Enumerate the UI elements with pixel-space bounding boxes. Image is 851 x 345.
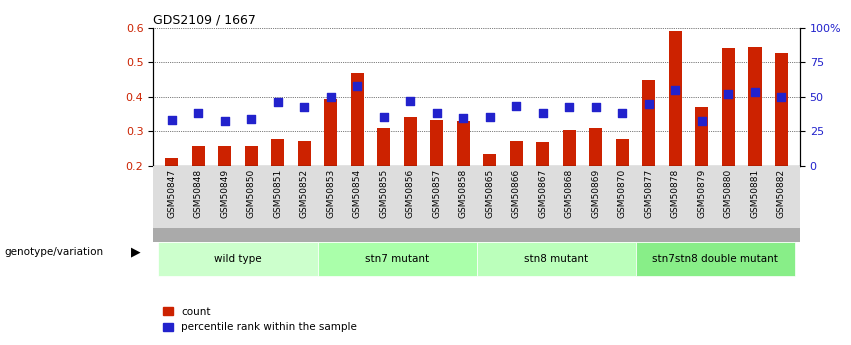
Point: [563, 104, 576, 110]
Text: wild type: wild type: [214, 254, 262, 264]
Bar: [403, 117, 417, 166]
Point: [669, 88, 683, 93]
Text: stn7stn8 double mutant: stn7stn8 double mutant: [652, 254, 778, 264]
FancyBboxPatch shape: [158, 242, 317, 276]
Point: [271, 99, 284, 105]
Text: GSM50848: GSM50848: [194, 169, 203, 218]
Text: GSM50854: GSM50854: [353, 169, 362, 218]
Text: GSM50877: GSM50877: [644, 169, 654, 218]
Bar: [722, 48, 735, 166]
FancyBboxPatch shape: [153, 228, 800, 242]
Bar: [483, 154, 496, 166]
Text: GSM50881: GSM50881: [751, 169, 759, 218]
Point: [377, 115, 391, 120]
Point: [165, 117, 179, 122]
Text: GSM50856: GSM50856: [406, 169, 414, 218]
Text: stn8 mutant: stn8 mutant: [524, 254, 588, 264]
Bar: [430, 120, 443, 166]
FancyBboxPatch shape: [317, 242, 477, 276]
Bar: [589, 128, 603, 166]
Point: [244, 116, 258, 122]
Text: GSM50855: GSM50855: [380, 169, 388, 218]
Point: [722, 91, 735, 97]
Text: GSM50869: GSM50869: [591, 169, 600, 218]
Text: GSM50882: GSM50882: [777, 169, 785, 218]
Point: [615, 110, 629, 116]
Point: [191, 110, 205, 116]
Bar: [510, 141, 523, 166]
Bar: [271, 139, 284, 166]
Text: GSM50866: GSM50866: [511, 169, 521, 218]
Text: stn7 mutant: stn7 mutant: [365, 254, 429, 264]
Bar: [643, 80, 655, 166]
Point: [483, 115, 497, 120]
Text: GDS2109 / 1667: GDS2109 / 1667: [153, 13, 256, 27]
Text: GSM50847: GSM50847: [168, 169, 176, 218]
Text: GSM50868: GSM50868: [565, 169, 574, 218]
Text: GSM50852: GSM50852: [300, 169, 309, 218]
Bar: [616, 139, 629, 166]
Text: GSM50878: GSM50878: [671, 169, 680, 218]
Text: GSM50867: GSM50867: [539, 169, 547, 218]
Text: GSM50880: GSM50880: [724, 169, 733, 218]
Bar: [244, 146, 258, 166]
Text: GSM50849: GSM50849: [220, 169, 229, 218]
Point: [218, 119, 231, 124]
Bar: [351, 73, 364, 166]
Point: [510, 103, 523, 109]
Bar: [536, 142, 550, 166]
Point: [324, 94, 338, 99]
Text: GSM50879: GSM50879: [697, 169, 706, 218]
Text: GSM50870: GSM50870: [618, 169, 627, 218]
FancyBboxPatch shape: [636, 242, 795, 276]
Text: GSM50850: GSM50850: [247, 169, 256, 218]
Bar: [774, 53, 788, 166]
Point: [298, 104, 311, 110]
Text: GSM50851: GSM50851: [273, 169, 283, 218]
Bar: [218, 146, 231, 166]
Bar: [324, 99, 337, 166]
Bar: [695, 107, 709, 166]
Point: [748, 90, 762, 95]
Point: [403, 98, 417, 104]
FancyBboxPatch shape: [477, 242, 636, 276]
Point: [456, 116, 470, 121]
Point: [536, 110, 550, 116]
Point: [695, 119, 709, 124]
Legend: count, percentile rank within the sample: count, percentile rank within the sample: [158, 303, 362, 336]
Text: GSM50865: GSM50865: [485, 169, 494, 218]
Bar: [748, 47, 762, 166]
Bar: [377, 128, 391, 166]
Bar: [191, 146, 205, 166]
Text: ▶: ▶: [131, 245, 140, 258]
Bar: [669, 31, 682, 166]
Text: GSM50857: GSM50857: [432, 169, 442, 218]
Point: [774, 94, 788, 99]
Bar: [165, 158, 179, 166]
Point: [430, 110, 443, 116]
Point: [351, 83, 364, 89]
Text: GSM50853: GSM50853: [326, 169, 335, 218]
Bar: [457, 121, 470, 166]
Bar: [298, 141, 311, 166]
Point: [589, 104, 603, 110]
Text: GSM50858: GSM50858: [459, 169, 468, 218]
Point: [642, 101, 655, 107]
Text: genotype/variation: genotype/variation: [4, 247, 103, 257]
Bar: [563, 130, 576, 166]
FancyBboxPatch shape: [153, 166, 800, 228]
